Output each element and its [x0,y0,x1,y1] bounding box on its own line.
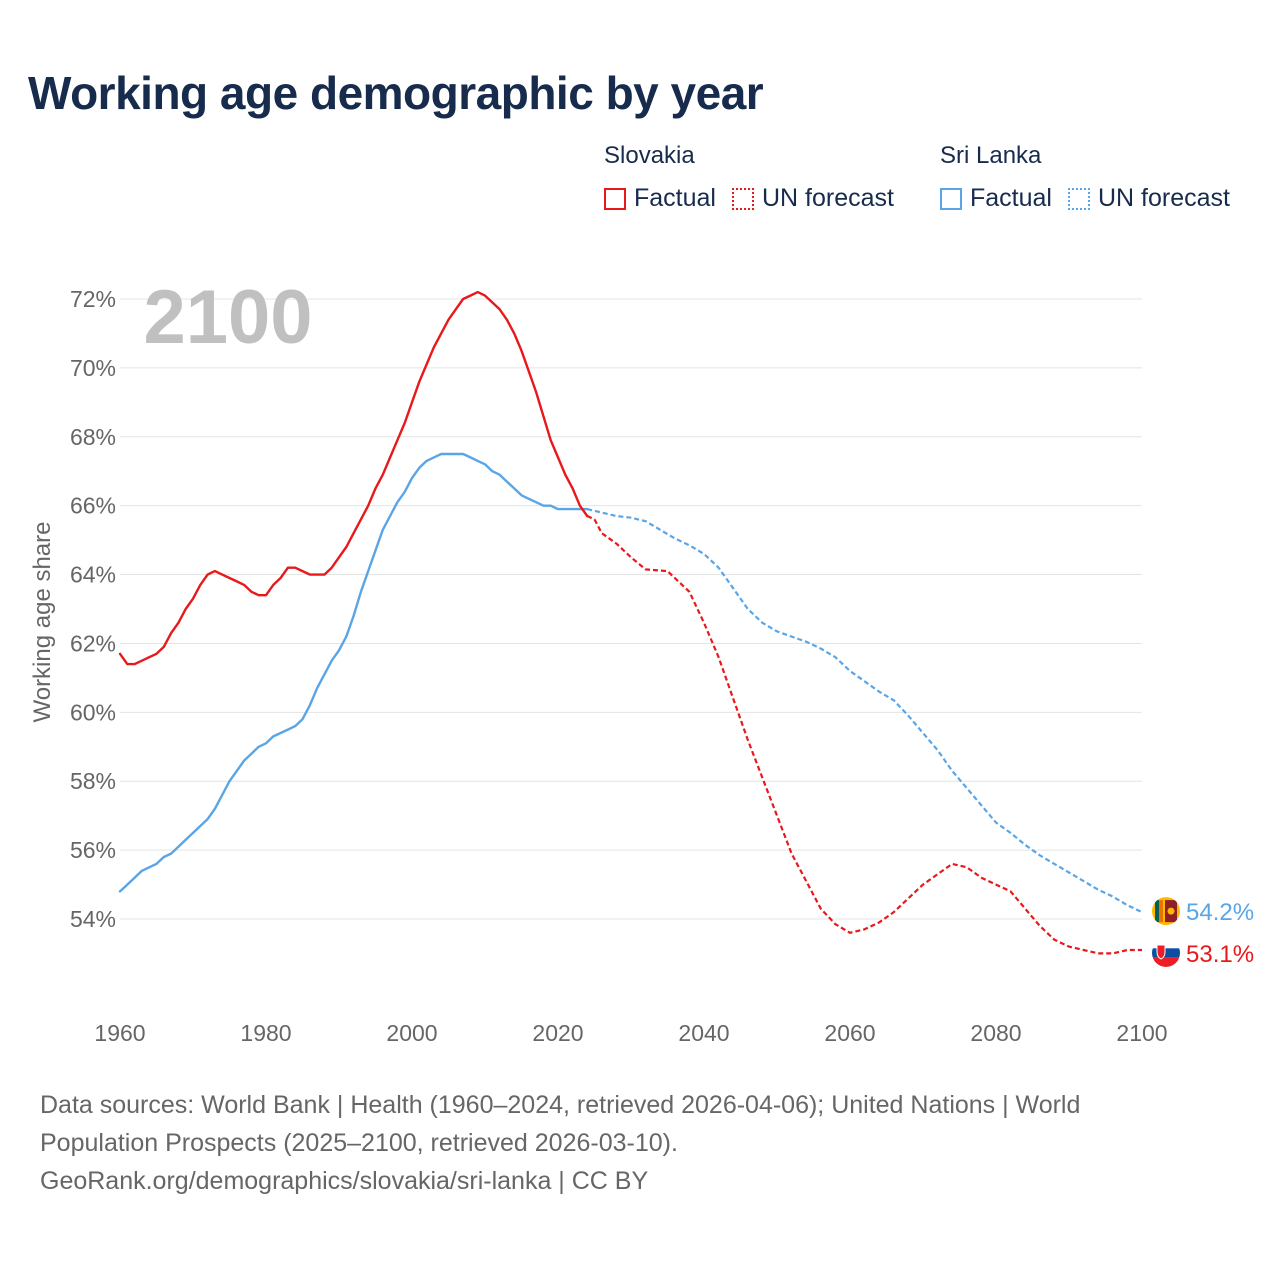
legend-group-sri-lanka: Sri Lanka Factual UN forecast [940,142,1246,213]
legend-item-slovakia-factual[interactable]: Factual [604,184,716,213]
slovakia-flag-icon [1152,939,1180,967]
footer-source-line: Population Prospects (2025–2100, retriev… [40,1129,678,1157]
footer-source-line: Data sources: World Bank | Health (1960–… [40,1091,1081,1119]
y-tick-label: 58% [70,768,116,794]
end-value-label-slovakia: 53.1% [1186,941,1254,968]
x-tick-label: 2020 [532,1020,583,1046]
legend-item-sri-lanka-factual[interactable]: Factual [940,184,1052,213]
y-tick-label: 60% [70,699,116,725]
legend-item-label: UN forecast [761,184,894,212]
y-tick-label: 54% [70,906,116,932]
end-value-label-sri-lanka: 54.2% [1186,899,1254,926]
legend-group-slovakia: Slovakia Factual UN forecast [604,142,910,213]
series-line-sri-lanka-factual[interactable] [118,452,589,893]
legend-swatch-solid [604,187,626,210]
y-tick-label: 66% [70,493,116,519]
y-tick-label: 70% [70,355,116,381]
legend-item-label: Factual [634,184,716,212]
series-line-sri-lanka-forecast[interactable] [586,508,1143,914]
legend-item-slovakia-forecast[interactable]: UN forecast [731,184,894,213]
x-tick-label: 2060 [824,1020,875,1046]
series-line-slovakia-forecast[interactable] [586,515,1142,955]
y-tick-label: 72% [70,286,116,312]
y-tick-label: 64% [70,562,116,588]
legend-swatch-dotted [1067,187,1090,210]
footer-attribution[interactable]: GeoRank.org/demographics/slovakia/sri-la… [40,1167,649,1195]
x-tick-label: 1980 [240,1020,291,1046]
legend-swatch-dotted [731,187,754,210]
legend-group-title: Sri Lanka [940,142,1042,169]
y-tick-label: 56% [70,837,116,863]
x-tick-label: 1960 [94,1020,145,1046]
legend-item-label: UN forecast [1097,184,1230,212]
x-tick-label: 2040 [678,1020,729,1046]
legend-item-label: Factual [970,184,1052,212]
y-tick-label: 68% [70,424,116,450]
x-tick-label: 2080 [970,1020,1021,1046]
x-tick-label: 2000 [386,1020,437,1046]
y-axis-title: Working age share [29,522,56,723]
legend-item-sri-lanka-forecast[interactable]: UN forecast [1067,184,1230,213]
sri-lanka-flag-icon [1152,897,1180,926]
chart-title: Working age demographic by year [28,67,764,119]
line-chart: 2100 Working age share 54% 56% 58% 60% 62% 64… [29,275,1254,1046]
legend-swatch-solid [940,187,962,210]
legend-group-title: Slovakia [604,142,695,169]
year-label: 2100 [143,275,312,360]
series-line-slovakia-factual[interactable] [118,290,589,666]
y-tick-label: 62% [70,630,116,656]
footer: Data sources: World Bank | Health (1960–… [40,1086,1240,1200]
x-tick-label: 2100 [1116,1020,1167,1046]
